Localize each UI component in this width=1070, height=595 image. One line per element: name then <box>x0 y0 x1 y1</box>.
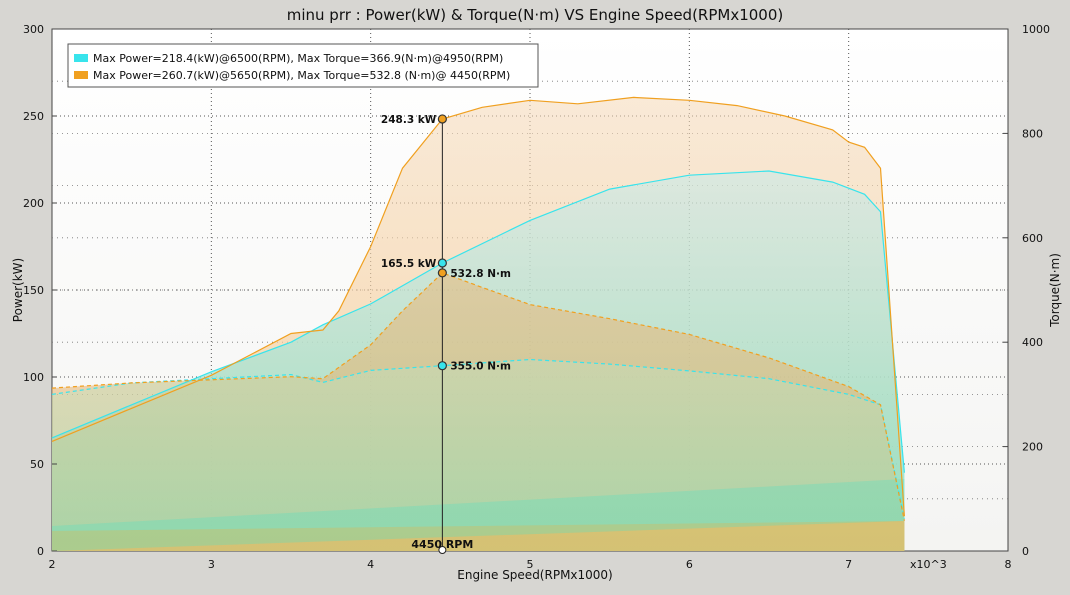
rpm-cursor[interactable]: 4450 RPM 248.3 kW 165.5 kW 532.8 N·m 355.0 N… <box>381 114 511 554</box>
series-line-torque-orange <box>51 272 905 521</box>
x-tick-label: 5 <box>527 558 534 571</box>
cursor-value-label: 355.0 N·m <box>450 361 511 373</box>
legend-entry-orange: Max Power=260.7(kW)@5650(RPM), Max Torqu… <box>93 69 510 82</box>
y-tick-label: 0 <box>37 545 44 558</box>
y-axis-label: Power(kW) <box>11 258 25 322</box>
x-tick-label: 7 <box>845 558 852 571</box>
x-axis-label: Engine Speed(RPMx1000) <box>457 568 613 582</box>
x-unit-note: x10^3 <box>910 558 947 571</box>
cursor-value-label: 532.8 N·m <box>450 268 511 280</box>
y2-tick-label: 200 <box>1022 441 1043 454</box>
y2-tick-label: 400 <box>1022 336 1043 349</box>
x-tick-label: 8 <box>1005 558 1012 571</box>
series-lines <box>51 96 905 521</box>
chart-title: minu prr : Power(kW) & Torque(N·m) VS En… <box>287 6 784 24</box>
legend-entry-cyan: Max Power=218.4(kW)@6500(RPM), Max Torqu… <box>93 52 503 65</box>
y2-tick-label: 600 <box>1022 232 1043 245</box>
series-line-torque-cyan <box>51 358 905 519</box>
cursor-marker-torque <box>437 268 447 278</box>
y-tick-label: 100 <box>23 371 44 384</box>
legend-box <box>67 43 539 88</box>
cursor-marker-torque <box>437 361 447 371</box>
cursor-handle[interactable] <box>438 546 447 554</box>
y2-axis-label: Torque(N·m) <box>1048 253 1062 328</box>
y-tick-label: 300 <box>23 23 44 36</box>
cursor-rpm-label: 4450 RPM <box>411 538 473 551</box>
cursor-marker-power <box>437 114 447 124</box>
y-tick-label: 150 <box>23 284 44 297</box>
x-tick-label: 6 <box>686 558 693 571</box>
y-tick-label: 50 <box>30 458 44 471</box>
series-areas <box>52 97 905 552</box>
x-tick-label: 4 <box>367 558 374 571</box>
x-tick-label: 3 <box>208 558 215 571</box>
baseline-band-orange <box>52 521 905 551</box>
legend-swatch-orange <box>74 71 88 79</box>
series-line-power-orange <box>51 96 905 517</box>
y2-tick-label: 0 <box>1022 545 1029 558</box>
series-area-torque <box>52 359 905 551</box>
y2-tick-label: 1000 <box>1022 23 1050 36</box>
axes: 2 3 4 5 6 7 8050100150200250300020040060080010… <box>23 23 1050 571</box>
cursor-marker-power <box>437 258 447 268</box>
baseline-band-cyan <box>52 479 905 551</box>
x-tick-label: 2 <box>49 558 56 571</box>
legend-swatch-cyan <box>74 54 88 62</box>
cursor-value-label: 248.3 kW <box>381 114 437 126</box>
y2-tick-label: 800 <box>1022 127 1043 140</box>
y-tick-label: 200 <box>23 197 44 210</box>
y-tick-label: 250 <box>23 110 44 123</box>
legend: Max Power=218.4(kW)@6500(RPM), Max Torqu… <box>67 43 539 88</box>
cursor-value-label: 165.5 kW <box>381 258 437 270</box>
